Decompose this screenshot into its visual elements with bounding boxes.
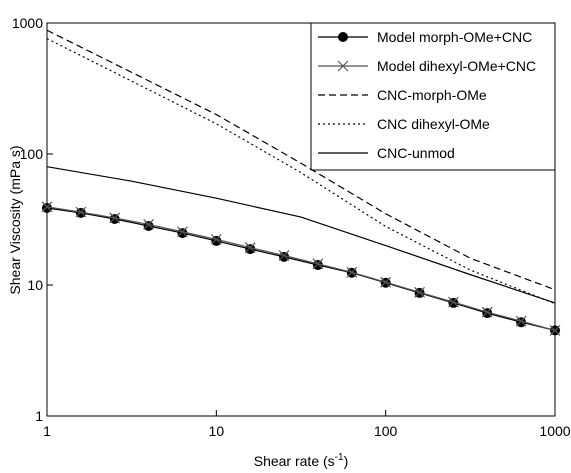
marker <box>414 286 425 298</box>
y-tick-label: 100 <box>20 146 44 162</box>
legend-label: Model dihexyl-OMe+CNC <box>377 58 536 74</box>
marker <box>482 308 493 319</box>
marker <box>41 201 53 213</box>
x-tick-label: 1 <box>43 423 51 439</box>
series-line <box>46 206 556 332</box>
plot-frame <box>46 22 556 417</box>
x-tick-label: 100 <box>374 423 398 439</box>
marker <box>312 258 324 270</box>
marker <box>109 214 120 225</box>
x-axis-label: Shear rate (s-1) <box>254 452 349 469</box>
marker <box>549 325 561 336</box>
marker <box>109 212 121 224</box>
marker <box>481 306 493 318</box>
series-line <box>46 166 556 304</box>
y-tick-label: 10 <box>27 277 43 293</box>
marker <box>515 315 527 327</box>
x-label-sup: -1 <box>335 452 344 463</box>
y-tick-label: 1 <box>35 408 43 424</box>
marker <box>380 276 392 288</box>
x-tick-label: 10 <box>209 423 225 439</box>
x-label-text: Shear rate (s <box>254 453 335 469</box>
legend-marker <box>338 32 348 42</box>
legend-box <box>310 22 556 171</box>
x-label-end: ) <box>344 453 349 469</box>
marker <box>143 219 155 230</box>
series-line <box>46 29 556 291</box>
marker <box>177 226 188 238</box>
marker <box>42 203 52 214</box>
legend-label: CNC-unmod <box>377 145 455 161</box>
marker <box>143 221 154 232</box>
marker <box>244 242 256 254</box>
y-axis-label: Shear Viscosity (mPa s) <box>7 145 23 294</box>
legend-label: CNC dihexyl-OMe <box>377 116 490 132</box>
legend-marker <box>337 60 349 72</box>
legend-label: CNC-morph-OMe <box>377 87 487 103</box>
marker <box>75 206 87 218</box>
marker <box>245 244 256 255</box>
marker <box>210 233 222 245</box>
marker <box>447 296 459 308</box>
y-tick-label: 1000 <box>12 15 43 31</box>
marker <box>312 260 323 271</box>
marker <box>278 250 290 261</box>
marker <box>346 266 358 278</box>
marker <box>211 235 222 246</box>
x-tick-label: 1000 <box>539 423 570 439</box>
series-line <box>46 207 556 332</box>
marker <box>516 317 527 328</box>
legend-label: Model morph-OMe+CNC <box>377 29 532 45</box>
